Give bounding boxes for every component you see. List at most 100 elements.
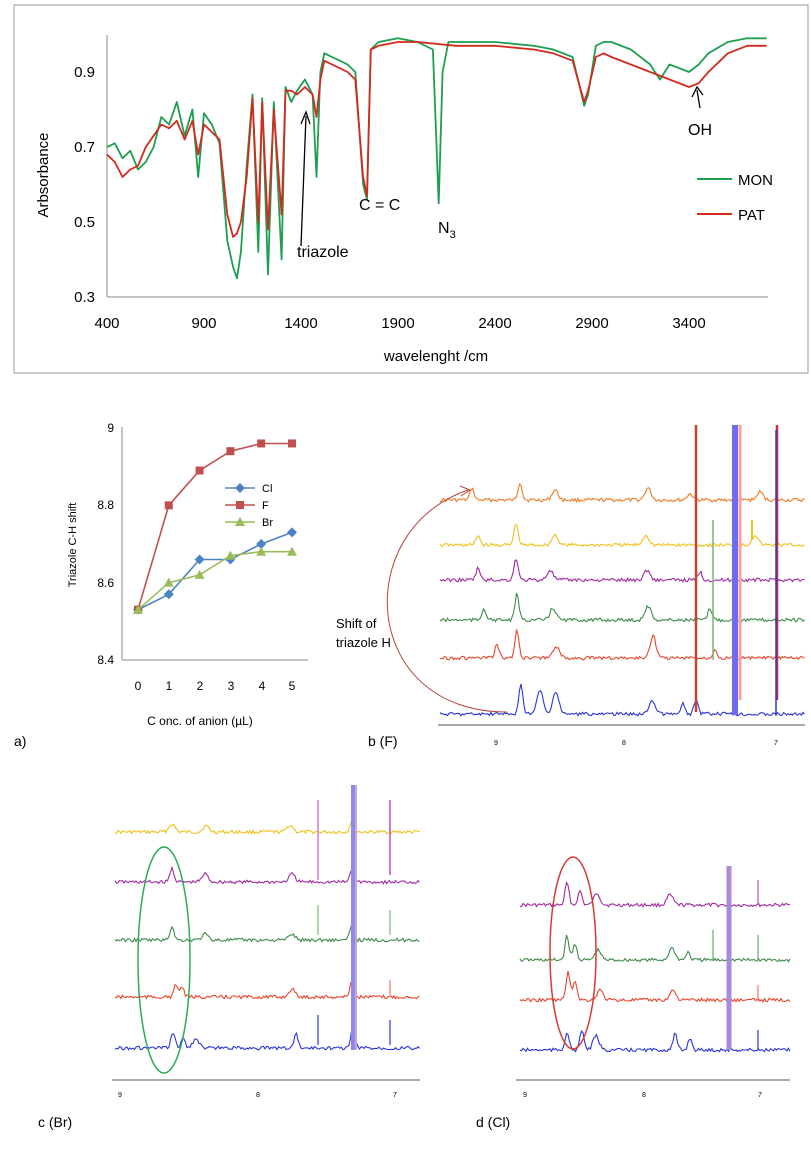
br-highlight-ellipse: [137, 846, 191, 1074]
panel-label-b: b (F): [368, 733, 398, 749]
annotation-triazole: triazole: [297, 244, 349, 261]
nmr-cl-trace: [519, 970, 791, 1003]
nmr-f-trace: [439, 592, 805, 623]
tit-point-f: [226, 447, 235, 456]
tit-point-f: [195, 466, 204, 475]
ir-plot-area: [106, 35, 768, 298]
tit-y-tick: 8.4: [97, 653, 114, 667]
nmr-br-ppm-tick: 8: [256, 1092, 260, 1099]
ir-x-tick: 400: [94, 315, 119, 332]
ir-x-tick: 900: [191, 315, 216, 332]
ir-x-tick: 2400: [478, 315, 511, 332]
tit-point-br: [225, 550, 236, 560]
nmr-br-trace: [114, 978, 420, 1000]
nmr-br-trace: [114, 818, 420, 835]
nmr-f-trace: [439, 629, 805, 661]
titration-plot-area: [121, 427, 308, 661]
annotation-n3-main: N: [438, 220, 450, 237]
panel-label-c: c (Br): [38, 1114, 72, 1130]
ir-y-axis-label: Arbsorbance: [35, 132, 52, 217]
nmr-br-trace: [114, 865, 420, 885]
nmr-f-trace: [439, 683, 805, 717]
shift-arc-arrow-head: [459, 485, 472, 497]
legend-label-mon: MON: [738, 172, 773, 189]
nmr-f-ppm-tick: 9: [494, 740, 498, 747]
nmr-cl-ppm-tick: 9: [523, 1092, 527, 1099]
nmr-f-trace: [439, 482, 805, 503]
tit-y-tick: 8.6: [97, 576, 114, 590]
tit-point-cl: [256, 539, 267, 549]
nmr-cl-trace: [519, 880, 791, 908]
ir-x-tick: 2900: [575, 315, 608, 332]
annotation-oh: OH: [688, 122, 712, 139]
tit-x-tick: 4: [259, 679, 266, 693]
nmr-f-trace: [439, 524, 805, 548]
tit-legend: Cl F Br: [225, 483, 273, 529]
nmr-cl-ppm-tick: 7: [758, 1092, 762, 1099]
tit-point-br: [287, 546, 297, 556]
ir-series-line-mon: [106, 37, 767, 280]
tit-legend-label-br: Br: [262, 517, 273, 529]
tit-x-tick: 0: [135, 679, 142, 693]
tit-series-line-br: [137, 550, 292, 611]
tit-point-br: [256, 546, 267, 556]
annotation-cc: C = C: [359, 197, 400, 214]
panel-label-a: a): [14, 733, 26, 749]
ir-x-axis-label: wavelenght /cm: [383, 348, 488, 365]
ir-series-line-pat: [106, 41, 767, 238]
tit-x-axis-label: C onc. of anion (µL): [147, 714, 253, 728]
triazole-arrow-head: [300, 110, 311, 125]
ir-y-tick: 0.7: [74, 139, 95, 156]
nmr-cl-trace: [519, 934, 791, 963]
tit-y-axis-label: Triazole C-H shift: [67, 503, 79, 588]
ir-x-tick: 3400: [672, 315, 705, 332]
tit-point-cl: [287, 527, 297, 538]
shift-note-line2: triazole H: [336, 635, 391, 650]
oh-arrow-head: [691, 85, 704, 98]
nmr-f-trace: [439, 559, 805, 583]
nmr-panel-cl: [519, 866, 791, 1053]
panel-label-d: d (Cl): [476, 1114, 510, 1130]
nmr-f-ppm-tick: 7: [774, 740, 778, 747]
tit-x-tick: 2: [197, 679, 204, 693]
tit-point-br: [194, 569, 205, 579]
tit-point-br: [133, 604, 143, 614]
tit-x-tick: 1: [166, 679, 173, 693]
triazole-arrow: [300, 115, 307, 247]
tit-legend-label-f: F: [262, 500, 269, 512]
shift-arc-arrow: [386, 489, 508, 713]
tit-series-line-cl: [137, 531, 293, 611]
nmr-cl-ppm-tick: 8: [642, 1092, 646, 1099]
tit-series-line-f: [137, 442, 292, 610]
nmr-br-ppm-tick: 7: [393, 1092, 397, 1099]
tit-point-f: [257, 439, 266, 448]
nmr-br-trace: [114, 1024, 420, 1051]
ir-y-tick: 0.5: [74, 214, 95, 231]
legend-label-pat: PAT: [738, 207, 765, 224]
shift-note-line1: Shift of: [336, 616, 377, 631]
ir-x-tick: 1400: [284, 315, 317, 332]
tit-legend-label-cl: Cl: [262, 483, 272, 495]
nmr-br-trace: [114, 921, 420, 943]
ir-y-tick: 0.3: [74, 289, 95, 306]
tit-y-tick: 9: [107, 421, 114, 435]
tit-legend-marker-cl: [235, 483, 245, 493]
tit-point-f: [288, 439, 296, 448]
annotation-n3: N3: [438, 220, 456, 241]
tit-y-tick: 8.8: [97, 498, 114, 512]
tit-x-tick: 3: [228, 679, 235, 693]
nmr-panel-br: [114, 785, 420, 1051]
cl-highlight-ellipse: [549, 856, 597, 1050]
oh-arrow: [696, 89, 701, 109]
tit-point-cl: [163, 589, 174, 600]
nmr-f-ppm-tick: 8: [622, 740, 626, 747]
annotation-n3-sub: 3: [450, 229, 456, 241]
tit-x-tick: 5: [289, 679, 296, 693]
tit-legend-marker-br: [235, 517, 245, 526]
nmr-cl-trace: [519, 1030, 791, 1053]
tit-point-cl: [194, 554, 205, 565]
tit-point-f: [164, 501, 173, 510]
ir-x-tick: 1900: [381, 315, 414, 332]
